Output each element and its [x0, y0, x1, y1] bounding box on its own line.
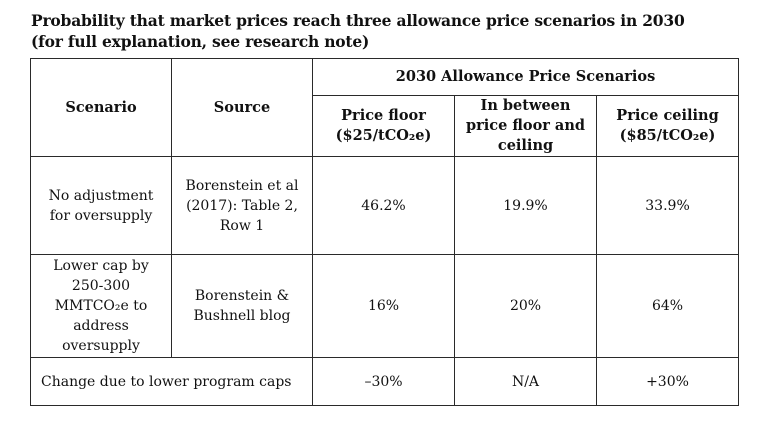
- change-row: Change due to lower program caps –30% N/…: [30, 357, 740, 406]
- header-source: Source: [171, 58, 313, 157]
- header-scenario: Scenario: [30, 58, 172, 157]
- source-cell: Borenstein et al (2017): Table 2, Row 1: [171, 156, 313, 255]
- in-between-cell: 20%: [454, 254, 597, 358]
- price-scenarios-table: Scenario Source 2030 Allowance Price Sce…: [30, 58, 740, 406]
- scenario-cell: No adjustment for oversupply: [30, 156, 172, 255]
- in-between-cell: 19.9%: [454, 156, 597, 255]
- header-row-group: Scenario Source 2030 Allowance Price Sce…: [30, 58, 740, 157]
- header-price-floor: Price floor ($25/tCO₂e): [312, 95, 455, 157]
- title-line-1: Probability that market prices reach thr…: [31, 11, 685, 30]
- price-ceiling-cell: 33.9%: [595, 156, 740, 255]
- scenario-cell: Lower cap by 250-300 MMTCO₂e to address …: [30, 254, 172, 358]
- table-row: No adjustment for oversupply Borenstein …: [30, 156, 740, 255]
- change-floor-cell: –30%: [312, 357, 455, 406]
- page-title: Probability that market prices reach thr…: [31, 10, 751, 52]
- price-floor-cell: 46.2%: [312, 156, 455, 255]
- source-cell: Borenstein & Bushnell blog: [171, 254, 313, 358]
- change-label-cell: Change due to lower program caps: [30, 357, 313, 406]
- table-row: Lower cap by 250-300 MMTCO₂e to address …: [30, 254, 740, 358]
- price-ceiling-cell: 64%: [595, 254, 740, 358]
- title-line-2: (for full explanation, see research note…: [31, 32, 370, 51]
- price-floor-cell: 16%: [312, 254, 455, 358]
- change-ceiling-cell: +30%: [595, 357, 740, 406]
- header-in-between: In between price floor and ceiling: [454, 95, 597, 157]
- header-row-sub: Price floor ($25/tCO₂e) In between price…: [31, 95, 740, 157]
- header-price-scenarios: 2030 Allowance Price Scenarios: [311, 58, 740, 96]
- header-price-ceiling: Price ceiling ($85/tCO₂e): [595, 95, 740, 157]
- change-between-cell: N/A: [454, 357, 597, 406]
